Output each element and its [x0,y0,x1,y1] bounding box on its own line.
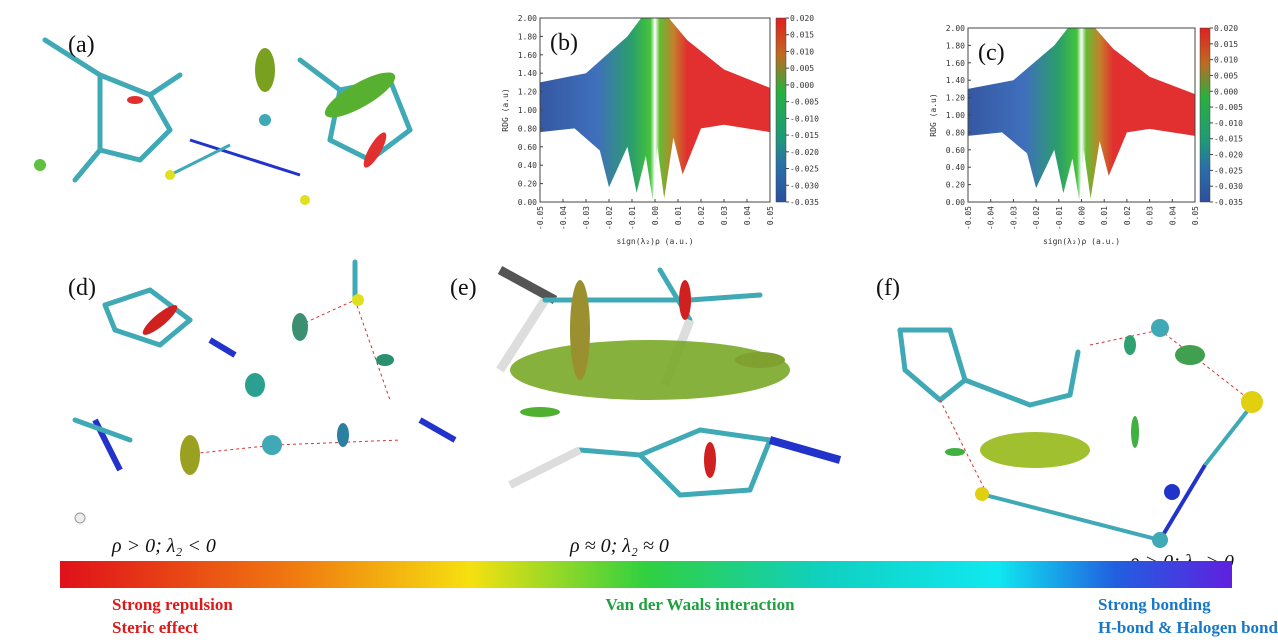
point-cloud [968,28,1195,201]
y-tick-label: 0.40 [518,161,537,170]
x-tick-label: 0.05 [766,206,775,225]
colorbar-tick-label: -0.015 [790,131,819,140]
color-scale-bar [60,561,1232,588]
y-tick-label: 0.20 [946,181,965,190]
colorbar-tick-label: 0.020 [790,14,814,23]
panel-label: (a) [68,32,95,58]
legend-text: Steric effect [112,618,199,637]
legend-text: H-bond & Halogen bond [1098,618,1278,637]
colorbar-tick-label: -0.020 [1214,151,1243,160]
y-tick-label: 0.00 [946,198,965,207]
legend-text: Strong repulsion [112,595,233,614]
panel-label: (f) [876,275,900,301]
x-tick-label: -0.02 [1032,206,1041,230]
colorbar-tick-label: -0.035 [790,198,819,207]
y-tick-label: 2.00 [946,24,965,33]
x-axis-label: sign(λ₂)ρ (a.u.) [1043,237,1120,246]
y-tick-label: 0.80 [946,128,965,137]
y-tick-label: 1.60 [946,59,965,68]
x-tick-label: 0.01 [674,206,683,225]
x-tick-label: -0.05 [964,206,973,230]
x-tick-label: 0.02 [697,206,706,225]
y-tick-label: 1.20 [946,94,965,103]
x-tick-label: -0.05 [536,206,545,230]
x-tick-label: 0.03 [720,206,729,225]
molecule-a [34,37,413,205]
x-tick-label: 0.00 [1078,206,1087,225]
x-tick-label: -0.01 [628,206,637,230]
colorbar-tick-label: 0.005 [790,64,814,73]
x-tick-label: 0.00 [651,206,660,225]
annotation: ρ > 0; λ₂ < 0 [111,535,216,557]
colorbar-tick-label: -0.010 [790,114,819,123]
x-tick-label: 0.02 [1123,206,1132,225]
y-tick-label: 0.20 [518,180,537,189]
colorbar [775,17,787,203]
x-tick-label: -0.02 [605,206,614,230]
panel-label: (b) [550,30,578,56]
colorbar-tick-label: -0.015 [1214,135,1243,144]
colorbar-tick-label: 0.015 [790,31,814,40]
molecule-e [496,266,842,498]
x-tick-label: -0.04 [559,206,568,230]
point-cloud [540,18,770,201]
x-tick-label: 0.04 [743,206,752,225]
colorbar-tick-label: -0.035 [1214,198,1243,207]
molecule-f [897,319,1263,548]
colorbar-tick-label: 0.010 [1214,56,1238,65]
colorbar-tick-label: 0.000 [790,81,814,90]
colorbar-tick-label: 0.010 [790,47,814,56]
x-tick-label: -0.03 [1009,206,1018,230]
x-tick-label: 0.05 [1191,206,1200,225]
colorbar-tick-label: -0.005 [790,98,819,107]
y-tick-label: 0.60 [518,143,537,152]
x-tick-label: -0.04 [987,206,996,230]
y-tick-label: 1.20 [518,88,537,97]
x-tick-label: 0.03 [1146,206,1155,225]
panel-label: (c) [978,40,1005,66]
y-axis-label: RDG (a.u) [929,93,938,136]
y-tick-label: 0.40 [946,163,965,172]
x-axis-label: sign(λ₂)ρ (a.u.) [616,237,693,246]
y-tick-label: 1.60 [518,51,537,60]
y-tick-label: 1.80 [946,41,965,50]
legend-text: Strong bonding [1098,595,1211,614]
y-tick-label: 2.00 [518,14,537,23]
molecule-d [72,259,457,524]
colorbar-tick-label: -0.005 [1214,103,1243,112]
y-axis-label: RDG (a.u) [501,88,510,131]
colorbar [1199,27,1211,203]
colorbar-tick-label: 0.000 [1214,87,1238,96]
legend-text: Van der Waals interaction [605,595,795,614]
annotation: ρ ≈ 0; λ₂ ≈ 0 [569,535,669,557]
colorbar-tick-label: -0.030 [1214,182,1243,191]
panel-label: (e) [450,275,477,301]
colorbar-tick-label: 0.015 [1214,40,1238,49]
x-tick-label: 0.01 [1100,206,1109,225]
x-tick-label: -0.01 [1055,206,1064,230]
x-tick-label: 0.04 [1168,206,1177,225]
y-tick-label: 1.00 [518,106,537,115]
y-tick-label: 0.00 [518,198,537,207]
colorbar-tick-label: -0.020 [790,148,819,157]
colorbar-tick-label: 0.020 [1214,24,1238,33]
colorbar-tick-label: -0.025 [1214,166,1243,175]
y-tick-label: 1.40 [518,69,537,78]
colorbar-tick-label: -0.025 [790,165,819,174]
colorbar-tick-label: -0.030 [790,181,819,190]
panel-label: (d) [68,275,96,301]
y-tick-label: 1.40 [946,76,965,85]
colorbar-tick-label: 0.005 [1214,71,1238,80]
colorbar-tick-label: -0.010 [1214,119,1243,128]
y-tick-label: 0.60 [946,146,965,155]
y-tick-label: 1.00 [946,111,965,120]
y-tick-label: 1.80 [518,32,537,41]
x-tick-label: -0.03 [582,206,591,230]
y-tick-label: 0.80 [518,124,537,133]
